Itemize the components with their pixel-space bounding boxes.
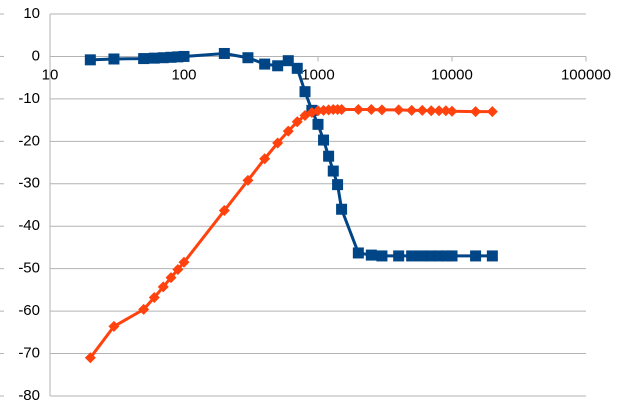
y-tick-label: -50: [18, 260, 40, 277]
marker: [272, 137, 284, 149]
marker: [352, 104, 364, 115]
marker: [291, 62, 303, 74]
marker: [440, 105, 452, 117]
y-tick-label: -20: [18, 132, 40, 149]
marker: [148, 52, 160, 64]
marker: [312, 118, 324, 130]
marker: [376, 250, 388, 262]
x-tick-label: 10: [42, 66, 59, 83]
marker: [299, 86, 311, 98]
x-tick-label: 10000: [431, 66, 473, 83]
marker: [172, 51, 184, 63]
marker: [282, 55, 294, 67]
marker: [470, 106, 482, 118]
y-tick-label: 10: [23, 5, 40, 22]
marker: [425, 105, 437, 117]
marker: [165, 272, 177, 284]
series-line: [89, 108, 493, 359]
marker: [365, 104, 377, 115]
marker: [148, 292, 160, 304]
marker: [425, 250, 437, 262]
series-line: [90, 51, 493, 258]
marker: [406, 250, 418, 262]
marker: [406, 104, 418, 116]
marker: [365, 249, 377, 261]
marker: [318, 134, 330, 146]
marker: [446, 105, 458, 117]
marker: [108, 320, 120, 332]
marker: [84, 352, 96, 364]
y-tick-label: -40: [18, 217, 40, 234]
marker: [352, 247, 364, 259]
marker: [336, 203, 348, 215]
marker: [259, 58, 271, 70]
marker: [433, 105, 445, 117]
marker: [446, 250, 458, 262]
marker: [178, 256, 190, 268]
marker: [259, 153, 271, 165]
y-tick-label: -10: [18, 90, 40, 107]
marker: [376, 104, 388, 116]
marker: [433, 250, 445, 262]
marker: [332, 179, 344, 191]
marker: [242, 174, 254, 186]
y-tick-label: 0: [32, 47, 40, 64]
marker: [178, 50, 190, 62]
marker: [327, 165, 339, 177]
marker: [416, 250, 428, 262]
y-tick-label: -70: [18, 345, 40, 362]
marker: [291, 116, 303, 128]
marker: [218, 47, 230, 59]
x-tick-label: 1000: [301, 66, 334, 83]
x-tick-label: 100000: [561, 66, 611, 83]
x-tick-label: 100: [171, 66, 196, 83]
marker: [157, 52, 169, 64]
marker: [486, 250, 498, 262]
marker: [108, 53, 120, 65]
marker: [138, 303, 150, 315]
marker: [323, 150, 335, 162]
marker: [272, 60, 284, 72]
y-tick-label: -60: [18, 302, 40, 319]
marker: [393, 250, 405, 262]
marker: [172, 264, 184, 276]
marker: [84, 54, 96, 66]
marker: [242, 52, 254, 64]
y-tick-label: -80: [18, 387, 40, 404]
marker: [393, 104, 405, 116]
marker: [440, 250, 452, 262]
marker: [336, 104, 348, 115]
marker: [165, 51, 177, 63]
marker: [486, 106, 498, 118]
marker: [282, 125, 294, 137]
marker: [138, 53, 150, 65]
marker: [470, 250, 482, 262]
marker: [218, 205, 230, 217]
marker: [416, 104, 428, 116]
y-tick-label: -30: [18, 175, 40, 192]
marker: [157, 281, 169, 293]
